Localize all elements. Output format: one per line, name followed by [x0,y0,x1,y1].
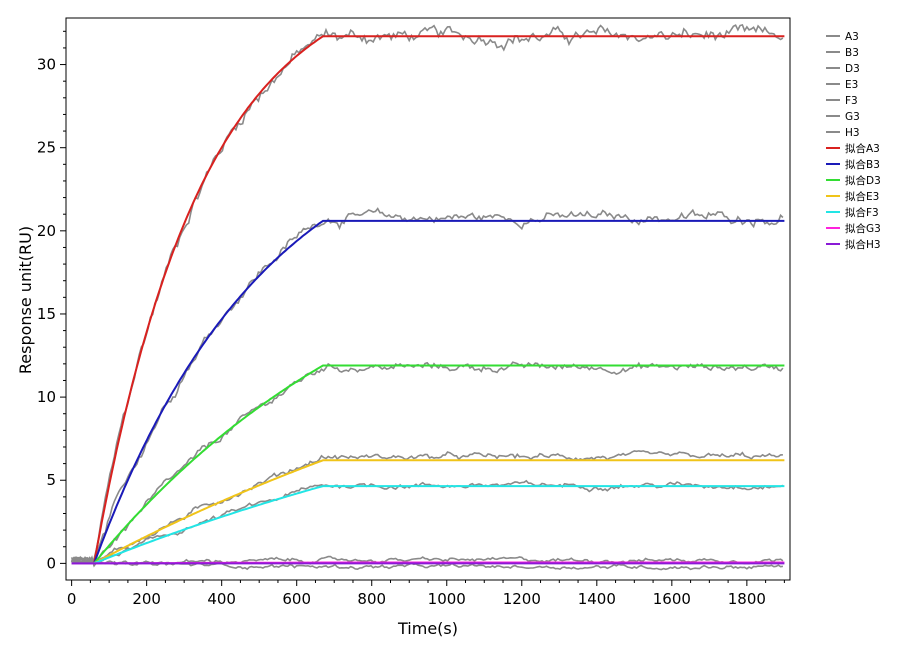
fit-series-line [71,219,785,565]
x-tick-label: 200 [132,590,161,608]
y-axis-label: Response unit(RU) [16,226,35,374]
y-tick-label: 0 [46,554,56,572]
data-series-line [71,556,784,571]
legend-label: 拟合F3 [845,206,879,219]
legend-label: A3 [845,31,859,43]
legend-label: 拟合H3 [845,238,881,251]
x-tick-label: 1000 [428,590,466,608]
legend-label: E3 [845,79,858,91]
y-tick-label: 30 [37,56,56,74]
y-tick-label: 15 [37,305,56,323]
legend-label: 拟合A3 [845,142,880,155]
legend-label: B3 [845,47,859,59]
legend-label: D3 [845,63,860,75]
legend-label: 拟合D3 [845,174,881,187]
fit-series-line [71,459,785,565]
plot-area [70,23,785,571]
legend-label: 拟合E3 [845,190,879,203]
x-tick-label: 1800 [728,590,766,608]
fit-series-line [71,485,785,565]
axes: 0 200 400 600 800 1000 1200 1400 1600 1800 0 5 10 15 2… [37,17,791,608]
x-axis-label: Time(s) [397,619,458,638]
x-tick-label: 1400 [578,590,616,608]
legend: A3 B3 D3 E3 F3 G3 H3 拟合A3 拟合B3 拟合D3 拟合E3 拟合F3 拟合G3 拟合… [826,31,881,251]
fit-series-line [71,364,785,565]
x-tick-label: 1200 [503,590,541,608]
x-tick-label: 400 [207,590,236,608]
legend-label: G3 [845,111,860,123]
legend-label: 拟合G3 [845,222,881,235]
data-series-line [70,479,784,568]
legend-label: 拟合B3 [845,158,880,171]
fit-series-line [71,35,785,565]
data-series-line [70,450,783,568]
plot-frame [65,17,791,581]
x-tick-label: 600 [282,590,311,608]
x-tick-label: 0 [67,590,77,608]
x-tick-label: 800 [357,590,386,608]
y-tick-label: 10 [37,388,56,406]
y-tick-label: 25 [37,139,56,157]
x-tick-label: 1600 [653,590,691,608]
y-tick-label: 5 [46,471,56,489]
data-series-line [70,207,784,565]
data-series-line [71,555,784,567]
y-tick-label: 20 [37,222,56,240]
legend-label: F3 [845,95,858,107]
data-series-line [71,23,784,564]
legend-label: H3 [845,127,860,139]
